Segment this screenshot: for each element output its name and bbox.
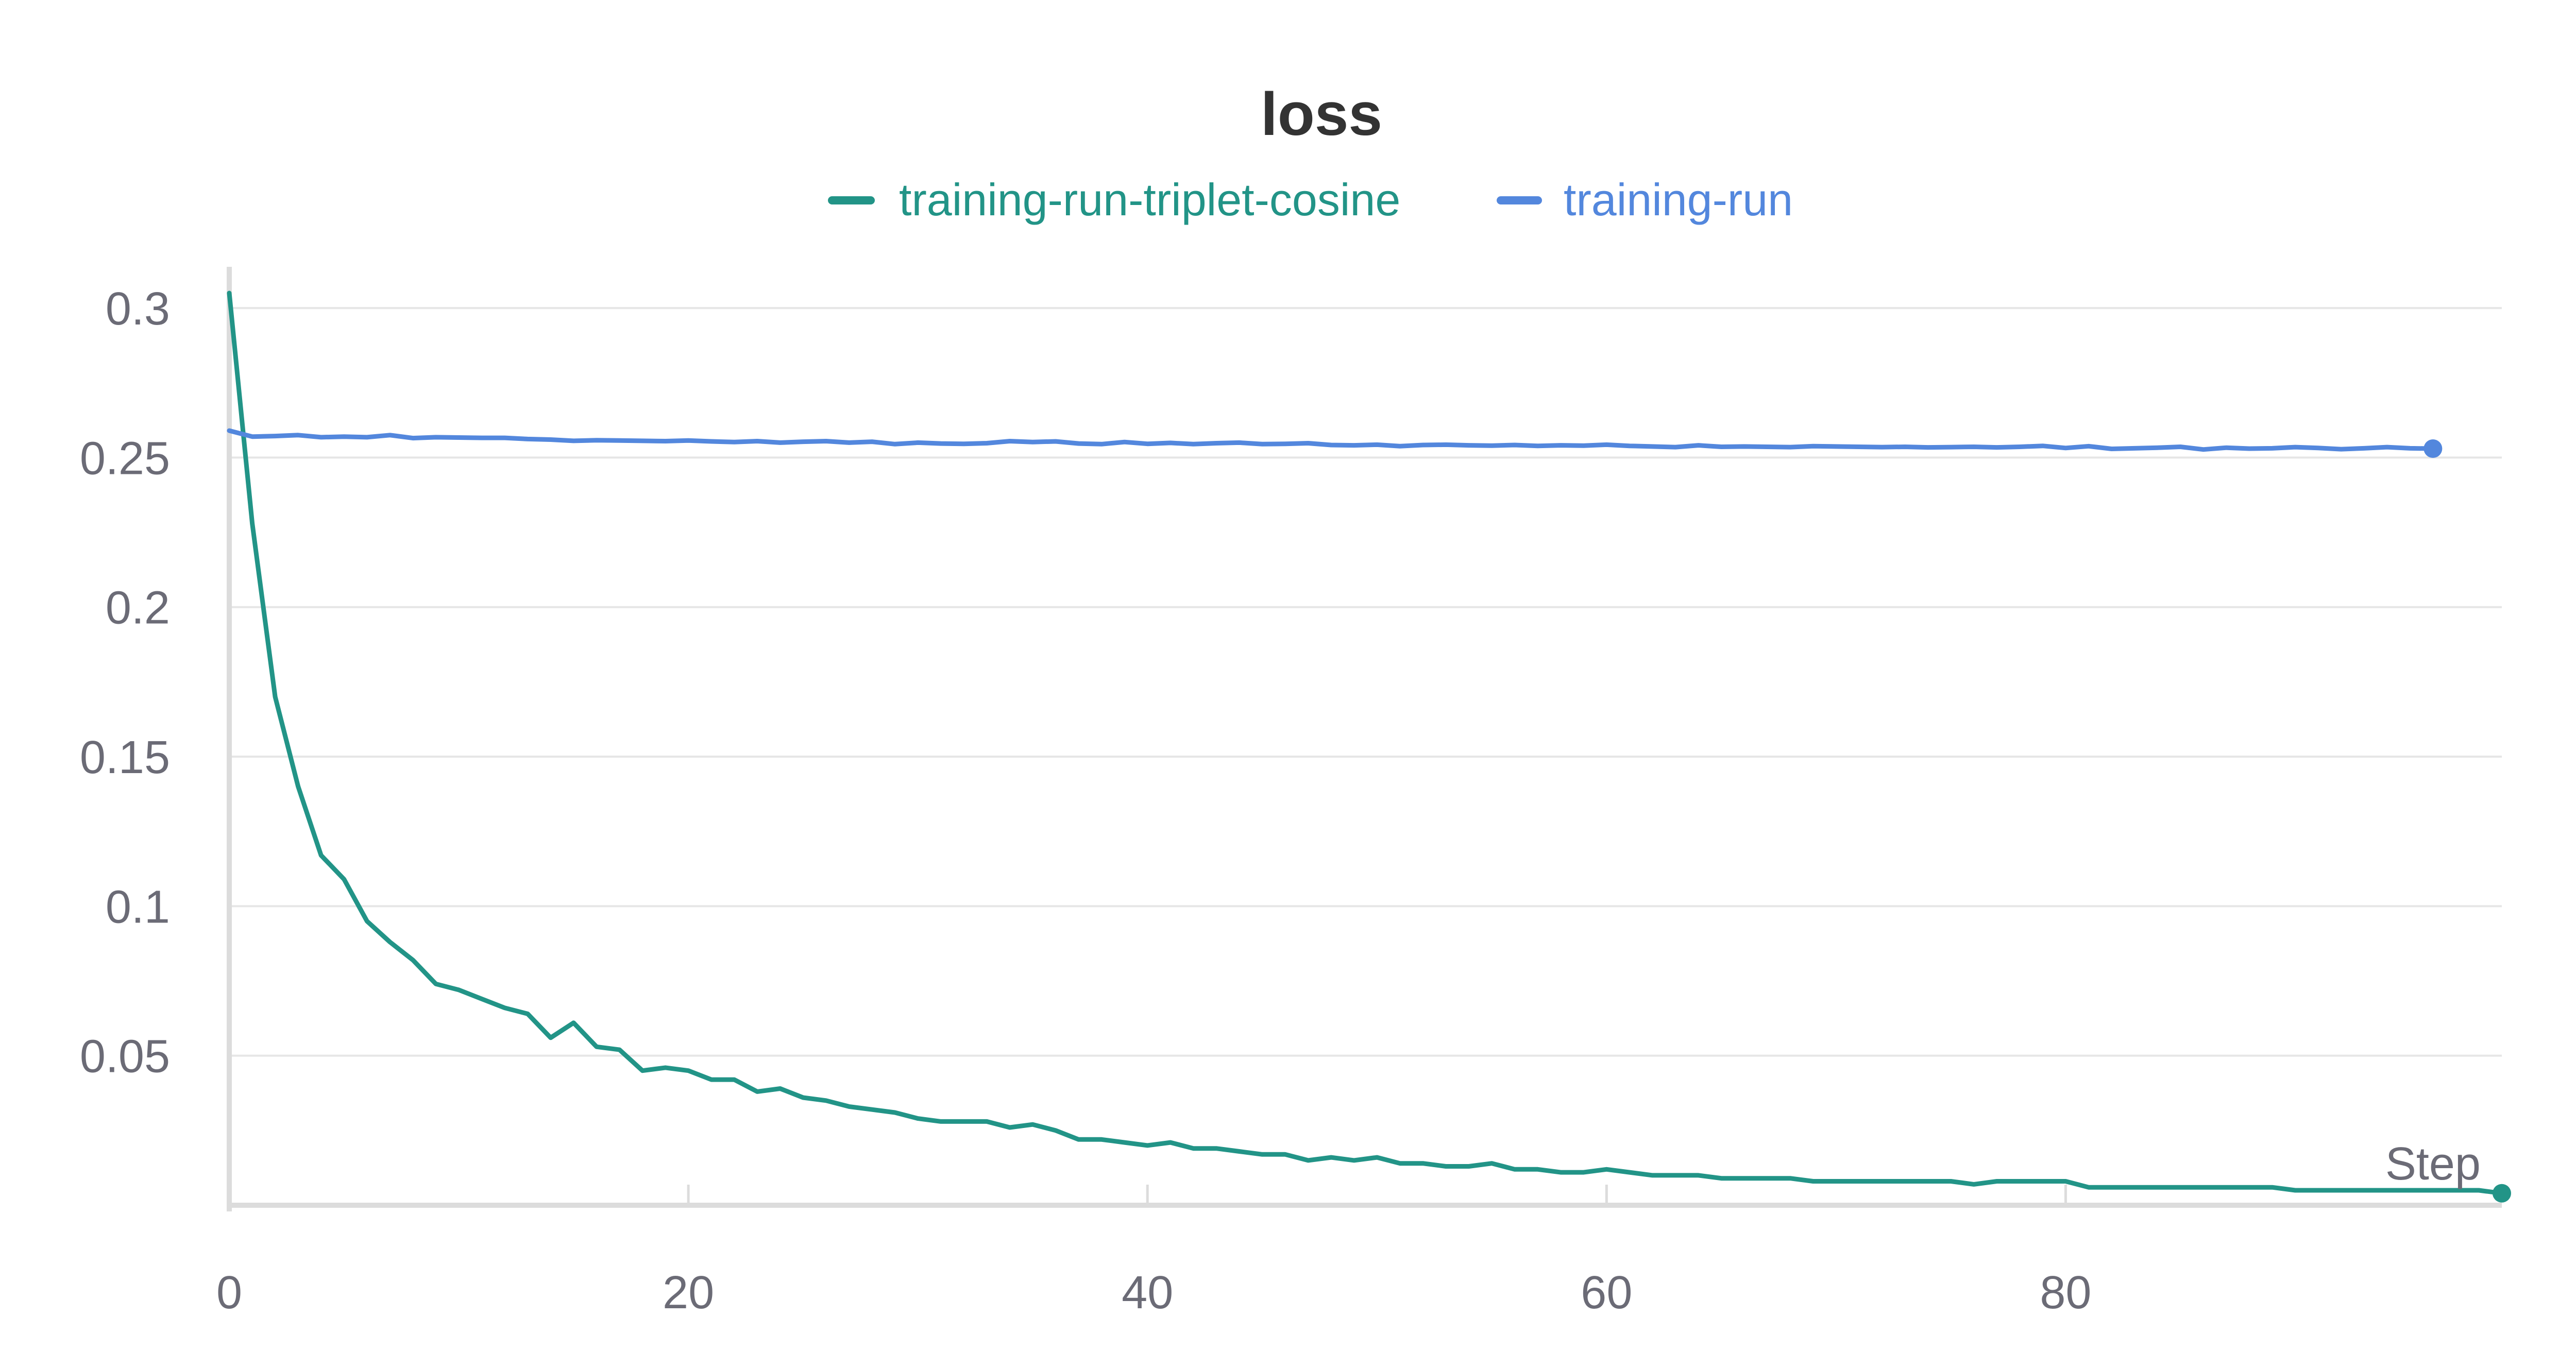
legend-label-training-run: training-run <box>1564 174 1793 225</box>
y-tick-label: 0.1 <box>106 881 170 933</box>
y-tick-label: 0.25 <box>80 433 170 484</box>
chart-title: loss <box>1261 80 1382 148</box>
series-lines <box>227 290 2511 1203</box>
x-tick-label: 0 <box>216 1267 242 1319</box>
x-tick-label: 80 <box>2040 1267 2091 1319</box>
y-tick-label: 0.15 <box>80 732 170 783</box>
x-tick-label: 40 <box>1122 1267 1173 1319</box>
series-line-1[interactable] <box>227 428 2435 452</box>
legend: training-run-triplet-cosine training-run <box>828 174 1793 225</box>
x-axis-tick-labels: 0 20 40 60 80 <box>216 1267 2092 1319</box>
x-axis-title: Step <box>2385 1138 2481 1190</box>
x-tick-label: 60 <box>1581 1267 1632 1319</box>
axes <box>227 267 2502 1211</box>
legend-label-triplet-cosine: training-run-triplet-cosine <box>899 174 1400 225</box>
legend-item-triplet-cosine[interactable]: training-run-triplet-cosine <box>828 174 1400 225</box>
gridlines <box>229 307 2502 1057</box>
series-end-marker-0[interactable] <box>2493 1184 2511 1203</box>
y-axis-tick-labels: 0.05 0.1 0.15 0.2 0.25 0.3 <box>80 283 170 1083</box>
series-line-0[interactable] <box>227 290 2504 1196</box>
y-tick-label: 0.2 <box>106 583 170 634</box>
y-tick-label: 0.05 <box>80 1031 170 1083</box>
x-tick-label: 20 <box>663 1267 714 1319</box>
legend-item-training-run[interactable]: training-run <box>1497 174 1793 225</box>
series-end-marker-1[interactable] <box>2424 439 2443 458</box>
y-tick-label: 0.3 <box>106 283 170 335</box>
